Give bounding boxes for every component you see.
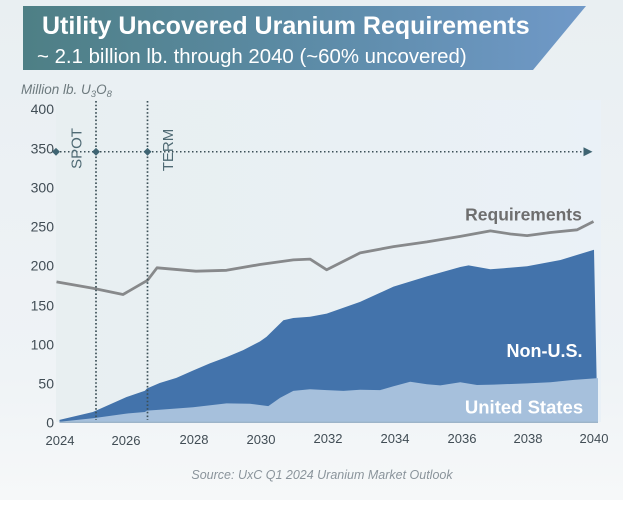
- svg-text:2040: 2040: [580, 431, 609, 446]
- svg-text:Million lb. U3O8: Million lb. U3O8: [21, 82, 113, 100]
- svg-text:Source: UxC Q1 2024 Uranium Ma: Source: UxC Q1 2024 Uranium Market Outlo…: [191, 468, 453, 482]
- svg-text:0: 0: [46, 415, 54, 431]
- svg-text:400: 400: [31, 101, 55, 117]
- svg-text:200: 200: [31, 258, 55, 274]
- svg-text:2034: 2034: [381, 431, 410, 446]
- svg-text:2028: 2028: [180, 432, 209, 447]
- svg-text:SPOT: SPOT: [68, 128, 85, 169]
- svg-text:100: 100: [31, 337, 55, 353]
- svg-text:Utility Uncovered Uranium Requ: Utility Uncovered Uranium Requirements: [42, 12, 530, 40]
- svg-text:2038: 2038: [514, 431, 543, 446]
- svg-text:~ 2.1 billion lb. through 2040: ~ 2.1 billion lb. through 2040 (~60% unc…: [37, 46, 467, 68]
- svg-text:Non-U.S.: Non-U.S.: [507, 341, 583, 361]
- svg-text:2030: 2030: [247, 432, 276, 447]
- svg-text:2024: 2024: [46, 433, 75, 448]
- svg-text:350: 350: [31, 140, 55, 156]
- svg-text:250: 250: [31, 219, 55, 235]
- svg-text:TERM: TERM: [160, 129, 177, 172]
- svg-text:2036: 2036: [448, 431, 477, 446]
- svg-text:United States: United States: [465, 397, 583, 418]
- svg-text:150: 150: [31, 298, 55, 314]
- svg-text:300: 300: [31, 180, 55, 196]
- svg-text:2032: 2032: [314, 431, 343, 446]
- svg-text:50: 50: [38, 376, 54, 392]
- svg-text:2026: 2026: [112, 433, 141, 448]
- svg-text:Requirements: Requirements: [465, 205, 582, 225]
